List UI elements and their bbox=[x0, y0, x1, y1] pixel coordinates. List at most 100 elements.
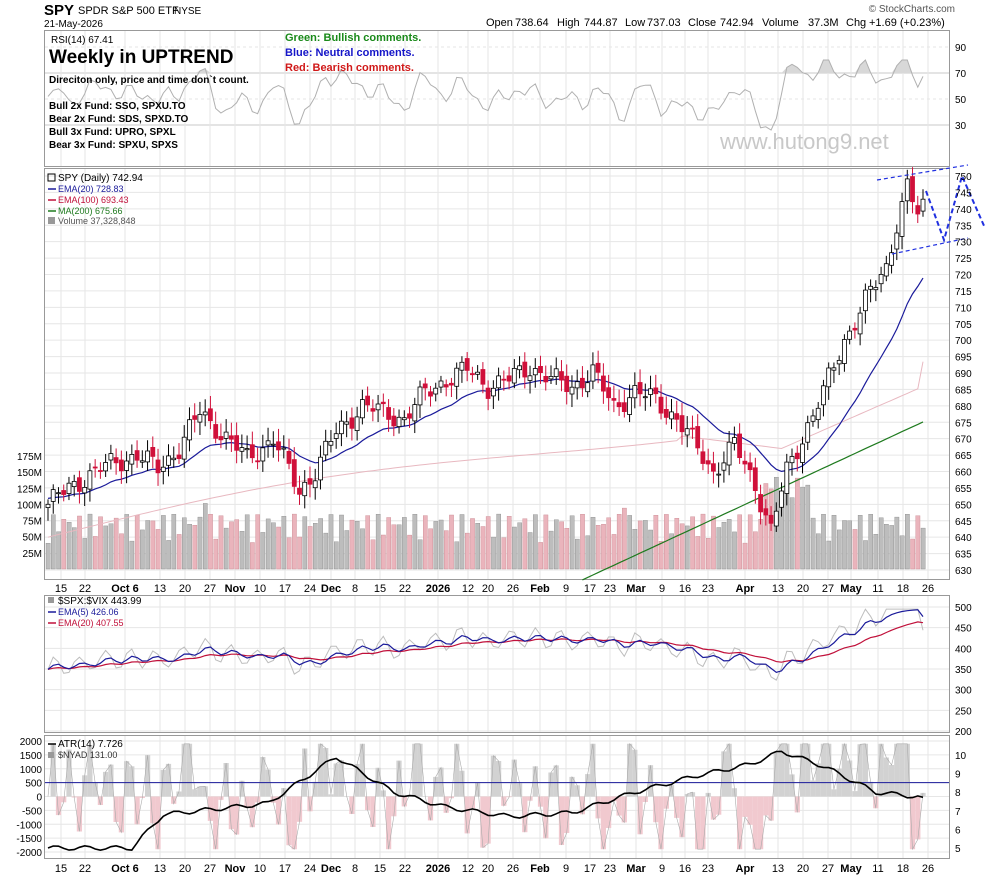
x-tick-label: 22 bbox=[79, 583, 91, 595]
price-legend-spy: SPY (Daily) 742.94 bbox=[58, 173, 143, 184]
candle-body bbox=[328, 440, 334, 446]
volume-bar bbox=[92, 536, 98, 570]
candle-body bbox=[836, 359, 842, 365]
price-tick: 660 bbox=[955, 468, 972, 479]
volume-bar bbox=[485, 516, 491, 570]
candle-body bbox=[543, 375, 549, 383]
spxvix-legend-swatch bbox=[48, 597, 54, 603]
volume-bar bbox=[538, 542, 543, 570]
volume-bar bbox=[873, 534, 879, 570]
candle-body bbox=[333, 433, 339, 439]
volume-bar bbox=[863, 540, 868, 570]
x-tick-label-bottom: 2026 bbox=[426, 863, 450, 875]
candle-body bbox=[904, 178, 910, 202]
candle-body bbox=[590, 364, 596, 382]
x-tick-label: Feb bbox=[530, 583, 550, 595]
candle-body bbox=[249, 444, 255, 459]
candle-body bbox=[124, 460, 129, 471]
volume-bars bbox=[45, 475, 926, 570]
volume-tick: 100M bbox=[17, 500, 42, 511]
candle-body bbox=[548, 375, 554, 380]
volume-bar bbox=[837, 529, 842, 570]
candle-body bbox=[690, 427, 695, 430]
chart-date: 21-May-2026 bbox=[44, 19, 103, 30]
x-tick-label: 8 bbox=[352, 583, 358, 595]
volume-bar bbox=[61, 519, 67, 570]
candle-body bbox=[260, 447, 266, 462]
candle-body bbox=[166, 455, 171, 466]
x-tick-label: 9 bbox=[659, 583, 665, 595]
volume-bar bbox=[847, 520, 852, 570]
volume-bar bbox=[674, 518, 680, 570]
volume-bar bbox=[789, 497, 795, 570]
x-tick-label-bottom: 22 bbox=[399, 863, 411, 875]
volume-bar bbox=[554, 519, 559, 570]
volume-tick: 125M bbox=[17, 484, 42, 495]
price-tick: 630 bbox=[955, 566, 972, 577]
rsi-label: RSI(14) 67.41 bbox=[51, 35, 114, 46]
candle-body bbox=[883, 263, 889, 277]
volume-bar bbox=[533, 514, 538, 570]
volume-bar bbox=[852, 529, 858, 570]
candle-body bbox=[910, 176, 915, 203]
volume-bar bbox=[826, 540, 832, 570]
volume-bar bbox=[119, 533, 124, 570]
volume-bar bbox=[407, 534, 412, 570]
spx-vix-legend: $SPX:$VIX 443.99 EMA(5) 426.06 EMA(20) 4… bbox=[48, 596, 142, 628]
volume-bar bbox=[569, 515, 575, 570]
x-tick-label: 13 bbox=[772, 583, 784, 595]
x-tick-label: 15 bbox=[55, 583, 67, 595]
spxvix-line bbox=[47, 608, 924, 681]
gridlines bbox=[45, 31, 949, 858]
volume-bar bbox=[145, 520, 151, 570]
volume-bar bbox=[653, 515, 659, 570]
price-legend: SPY (Daily) 742.94 EMA(20) 728.83 EMA(10… bbox=[47, 173, 143, 226]
volume-bar bbox=[706, 538, 711, 570]
candle-body bbox=[307, 478, 313, 485]
price-tick: 695 bbox=[955, 353, 972, 364]
candle-body bbox=[176, 454, 182, 459]
volume-bar bbox=[868, 514, 873, 570]
volume-tick: 25M bbox=[23, 549, 42, 560]
upper-channel-line bbox=[876, 164, 969, 181]
candle-body bbox=[915, 205, 921, 215]
candle-body bbox=[648, 388, 653, 395]
volume-bar bbox=[140, 529, 145, 570]
volume-bar bbox=[737, 514, 742, 570]
volume-bar bbox=[334, 541, 339, 570]
volume-bar bbox=[438, 519, 444, 570]
volume-bar bbox=[480, 526, 486, 570]
rsi-tick: 50 bbox=[955, 95, 967, 106]
volume-bar bbox=[669, 533, 674, 570]
candle-body bbox=[732, 437, 737, 444]
atr-nyad-panel bbox=[44, 735, 950, 859]
volume-bar bbox=[391, 524, 397, 570]
atr-legend: ATR(14) 7.726 $NYAD 131.00 bbox=[48, 739, 123, 760]
atr-tick: 10 bbox=[955, 751, 967, 762]
candle-body bbox=[365, 395, 371, 406]
volume-bar bbox=[171, 514, 177, 570]
axis-ticks: 9070503075074574073573072572071571070570… bbox=[16, 43, 972, 875]
volume-bar bbox=[726, 519, 732, 570]
candle-body bbox=[831, 367, 837, 371]
candle-body bbox=[50, 489, 56, 502]
fund-line-2: Bear 2x Fund: SDS, SPXD.TO bbox=[49, 114, 189, 125]
x-tick-label: Nov bbox=[225, 583, 247, 595]
candle-body bbox=[810, 415, 816, 422]
volume-bar bbox=[758, 519, 763, 570]
candle-body bbox=[857, 312, 863, 335]
candle-body bbox=[480, 369, 486, 385]
candle-body bbox=[595, 362, 601, 373]
candle-body bbox=[202, 411, 208, 416]
candle-body bbox=[386, 407, 392, 420]
volume-bar bbox=[753, 531, 758, 570]
volume-bar bbox=[318, 518, 323, 570]
candle-body bbox=[894, 232, 900, 250]
x-tick-label-bottom: 11 bbox=[872, 863, 883, 875]
candle-body bbox=[192, 415, 198, 420]
candle-body bbox=[433, 387, 439, 395]
candle-body bbox=[459, 361, 465, 371]
candle-body bbox=[401, 417, 407, 421]
x-tick-label: 26 bbox=[922, 583, 934, 595]
volume-bar bbox=[685, 525, 690, 570]
